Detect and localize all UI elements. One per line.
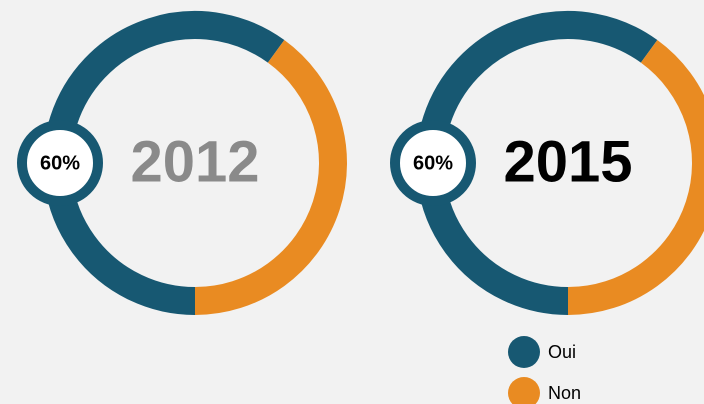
legend-label: Oui bbox=[548, 342, 576, 362]
year-label: 2012 bbox=[130, 129, 259, 194]
badge bbox=[390, 120, 476, 206]
legend-swatch bbox=[508, 336, 540, 368]
donut-segment bbox=[194, 40, 347, 315]
value-label: 60% bbox=[40, 152, 80, 174]
legend-swatch bbox=[508, 377, 540, 404]
value-label: 60% bbox=[413, 152, 453, 174]
legend-label: Non bbox=[548, 383, 581, 403]
year-label: 2015 bbox=[503, 129, 632, 194]
donut-segment bbox=[567, 40, 704, 315]
badge bbox=[17, 120, 103, 206]
